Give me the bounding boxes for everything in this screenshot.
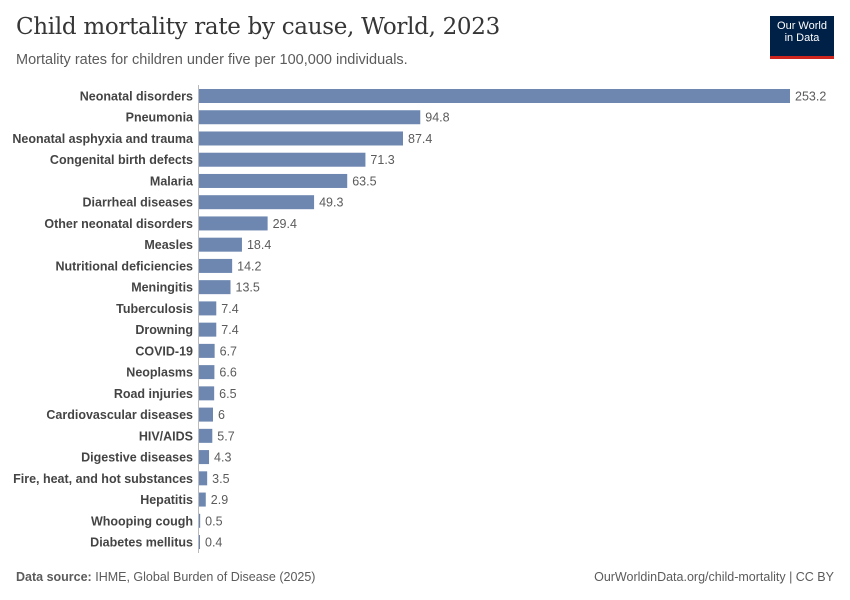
value-label: 5.7 (217, 429, 234, 443)
source-label: Data source: (16, 570, 92, 584)
bar[interactable] (199, 407, 214, 422)
category-label: Neonatal asphyxia and trauma (12, 132, 194, 146)
category-label: Diarrheal diseases (83, 196, 194, 210)
bar[interactable] (199, 513, 201, 528)
category-label: Other neonatal disorders (44, 217, 193, 231)
chart-subtitle: Mortality rates for children under five … (16, 52, 408, 68)
value-label: 3.5 (212, 472, 229, 486)
bar[interactable] (199, 152, 366, 167)
bar[interactable] (199, 301, 217, 316)
value-label: 0.4 (205, 536, 222, 550)
value-label: 18.4 (247, 238, 271, 252)
category-label: Pneumonia (126, 111, 194, 125)
value-label: 7.4 (221, 323, 238, 337)
value-label: 4.3 (214, 451, 231, 465)
bar[interactable] (199, 173, 348, 188)
category-label: Tuberculosis (116, 302, 193, 316)
value-label: 49.3 (319, 196, 343, 210)
bar[interactable] (199, 386, 215, 401)
bar[interactable] (199, 89, 790, 103)
value-label: 71.3 (370, 153, 394, 167)
chart-title: Child mortality rate by cause, World, 20… (16, 14, 500, 40)
value-label: 94.8 (425, 111, 449, 125)
value-label: 7.4 (221, 302, 238, 316)
bar[interactable] (199, 216, 268, 231)
category-label: Hepatitis (140, 493, 193, 507)
bar[interactable] (199, 471, 208, 486)
category-label: Diabetes mellitus (90, 536, 193, 550)
data-source: Data source: IHME, Global Burden of Dise… (16, 570, 315, 584)
footer-url[interactable]: OurWorldinData.org/child-mortality | CC … (594, 570, 834, 584)
category-label: HIV/AIDS (139, 429, 193, 443)
bar[interactable] (199, 258, 233, 273)
logo-line-2: in Data (784, 32, 820, 44)
bar[interactable] (199, 428, 213, 443)
category-label: COVID-19 (135, 344, 193, 358)
category-label: Cardiovascular diseases (46, 408, 193, 422)
category-label: Road injuries (114, 387, 193, 401)
category-label: Malaria (150, 174, 194, 188)
bar[interactable] (199, 365, 215, 380)
category-label: Digestive diseases (81, 451, 193, 465)
category-label: Whooping cough (91, 514, 193, 528)
bar[interactable] (199, 110, 421, 125)
value-label: 63.5 (352, 174, 376, 188)
category-label: Measles (144, 238, 193, 252)
category-label: Neoplasms (126, 366, 193, 380)
value-label: 87.4 (408, 132, 432, 146)
value-label: 29.4 (273, 217, 297, 231)
value-label: 6.7 (220, 344, 237, 358)
value-label: 6.5 (219, 387, 236, 401)
bar[interactable] (199, 237, 242, 252)
bar[interactable] (199, 195, 315, 210)
category-label: Drowning (135, 323, 193, 337)
value-label: 13.5 (236, 281, 260, 295)
logo-line-1: Our World (777, 20, 827, 32)
category-label: Fire, heat, and hot substances (13, 472, 193, 486)
category-label: Congenital birth defects (50, 153, 193, 167)
value-label: 253.2 (795, 90, 826, 104)
bar[interactable] (199, 280, 231, 295)
bar[interactable] (199, 450, 210, 465)
category-label: Neonatal disorders (80, 90, 193, 104)
bar[interactable] (199, 492, 206, 507)
value-label: 2.9 (211, 493, 228, 507)
bar[interactable] (199, 131, 404, 146)
bar[interactable] (199, 343, 215, 358)
category-label: Meningitis (131, 281, 193, 295)
source-text[interactable]: IHME, Global Burden of Disease (2025) (95, 570, 316, 584)
bar[interactable] (199, 535, 200, 550)
value-label: 0.5 (205, 514, 222, 528)
value-label: 14.2 (237, 259, 261, 273)
bar[interactable] (199, 322, 217, 337)
category-label: Nutritional deficiencies (55, 259, 193, 273)
value-label: 6.6 (219, 366, 236, 380)
owid-logo[interactable]: Our World in Data (770, 16, 834, 59)
value-label: 6 (218, 408, 225, 422)
